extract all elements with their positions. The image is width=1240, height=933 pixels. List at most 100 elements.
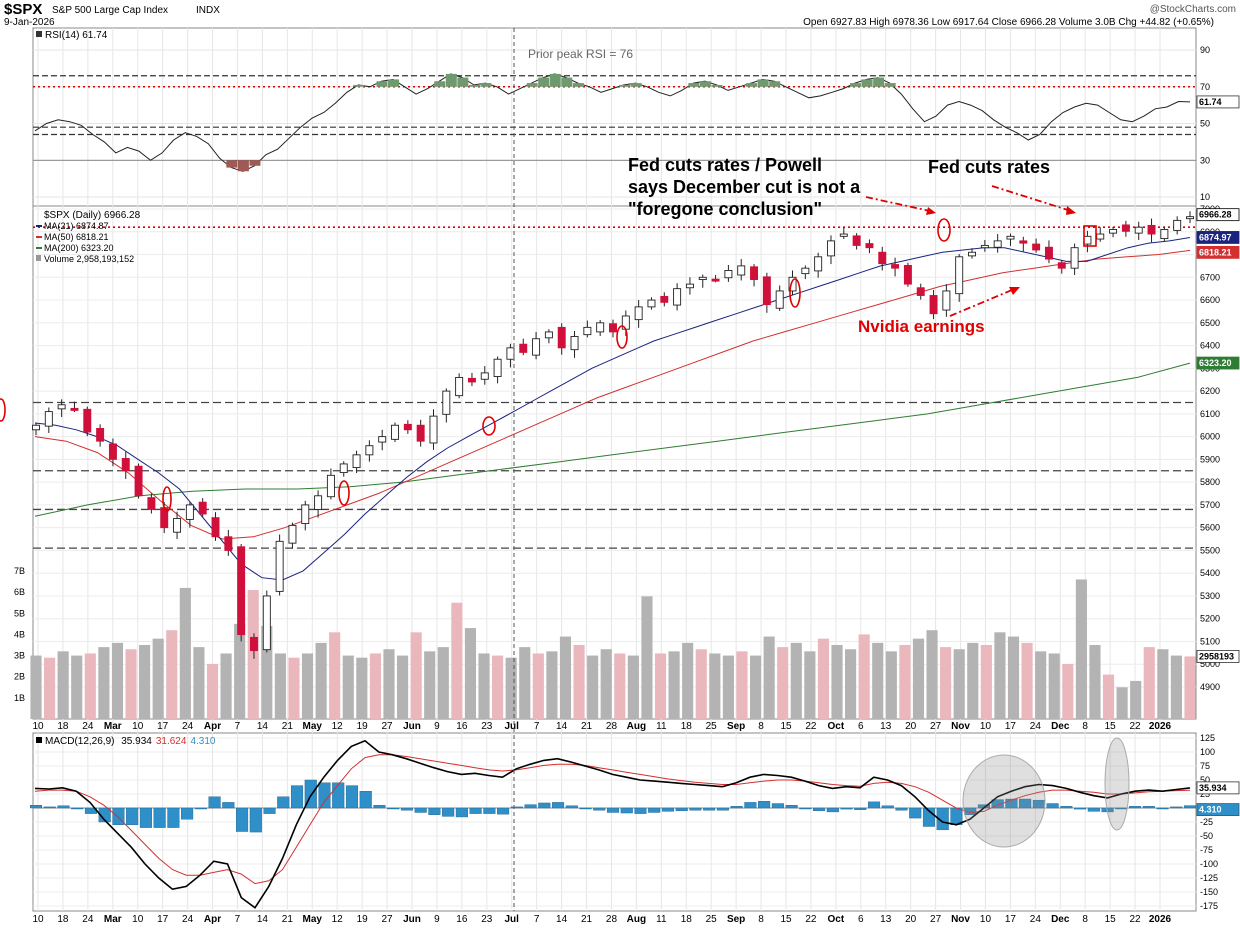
volume-bar xyxy=(641,596,653,719)
price-last-value-box xyxy=(1196,208,1240,222)
x-tick-label: 18 xyxy=(57,914,69,925)
rsi-overbought-fill xyxy=(526,83,538,87)
volume-bar xyxy=(193,647,205,719)
candle-body xyxy=(762,276,771,306)
rsi-legend-swatch xyxy=(36,31,42,37)
candle-body xyxy=(1006,235,1015,240)
volume-bar xyxy=(967,642,979,719)
price-y-tick-label: 5100 xyxy=(1200,636,1220,646)
macd-y-tick-label: -25 xyxy=(1200,817,1213,827)
price-y-tick-label: 5300 xyxy=(1200,591,1220,601)
volume-bar xyxy=(926,630,938,719)
x-tick-label: 11 xyxy=(656,721,667,732)
candle-body xyxy=(814,256,823,272)
index-name: S&P 500 Large Cap Index xyxy=(52,5,168,16)
candle-body xyxy=(32,424,40,431)
rsi-overbought-fill xyxy=(746,83,758,87)
ma50-last-value-box xyxy=(1196,245,1240,259)
volume-bar xyxy=(940,647,952,719)
x-tick-label: 16 xyxy=(456,721,468,732)
symbol-label: $SPX xyxy=(4,1,42,18)
price-y-tick-label: 5500 xyxy=(1200,545,1220,555)
macd-histogram-bar xyxy=(854,807,867,810)
candle-body xyxy=(609,323,617,333)
x-tick-label: 6 xyxy=(858,721,864,732)
volume-bar xyxy=(437,647,449,719)
rsi-overbought-fill xyxy=(630,83,642,87)
rsi-y-tick-label: 30 xyxy=(1200,155,1210,165)
macd-histogram-bar xyxy=(318,782,331,809)
macd-y-tick-label: -150 xyxy=(1200,887,1218,897)
rsi-overbought-fill xyxy=(619,84,631,87)
x-tick-label: 8 xyxy=(1082,721,1088,732)
macd-histogram-bar xyxy=(194,807,207,810)
candle-body xyxy=(1109,229,1118,234)
candle-body xyxy=(673,288,682,306)
x-tick-label: 10 xyxy=(132,721,144,732)
macd-histogram-bar xyxy=(208,796,221,809)
volume-bar xyxy=(831,645,843,719)
macd-y-tick-label: -175 xyxy=(1200,901,1218,911)
candle-body xyxy=(96,427,105,442)
volume-bar xyxy=(872,642,884,719)
volume-bar xyxy=(1021,642,1033,719)
macd-line xyxy=(34,739,1191,909)
volume-bar xyxy=(1035,651,1047,719)
x-tick-label: Nov xyxy=(951,914,970,925)
macd-histogram-bar xyxy=(43,806,56,809)
volume-bar xyxy=(30,655,42,719)
price-y-tick-label: 5800 xyxy=(1200,477,1220,487)
macd-legend-label: MACD(12,26,9) xyxy=(45,736,114,747)
candle-body xyxy=(1019,240,1028,244)
rsi-overbought-fill xyxy=(711,84,723,87)
ma21-last-value: 6874.97 xyxy=(1199,232,1232,242)
price-y-tick-label: 6700 xyxy=(1200,272,1220,282)
rsi-y-tick-label: 90 xyxy=(1200,45,1210,55)
volume-bar xyxy=(532,653,544,719)
candle-body xyxy=(891,264,900,269)
price-y-tick-label: 5900 xyxy=(1200,454,1220,464)
macd-histogram-bar xyxy=(785,805,798,809)
price-y-tick-label: 6400 xyxy=(1200,341,1220,351)
macd-histogram-bar xyxy=(112,807,125,825)
macd-histogram-bar xyxy=(922,807,936,827)
macd-histogram-bar xyxy=(71,807,84,810)
x-tick-label: 28 xyxy=(606,721,618,732)
macd-histogram-bar xyxy=(675,807,688,811)
volume-bar xyxy=(709,653,721,719)
candle-body xyxy=(839,233,848,237)
volume-bar xyxy=(695,649,707,719)
x-tick-label: 7 xyxy=(534,721,540,732)
volume-y-tick-label: 6B xyxy=(14,587,25,597)
macd-histogram-bar xyxy=(442,807,455,817)
macd-histogram-bar xyxy=(139,807,152,828)
price-y-tick-label: 5200 xyxy=(1200,614,1220,624)
volume-bar xyxy=(1075,579,1087,719)
x-tick-label: 25 xyxy=(706,914,718,925)
candle-body xyxy=(403,423,412,431)
rsi-overbought-fill xyxy=(538,77,550,87)
x-tick-label: Apr xyxy=(204,721,221,732)
candle-body xyxy=(83,408,92,433)
x-tick-label: 22 xyxy=(1130,721,1142,732)
volume-bar xyxy=(152,638,164,719)
candle-body xyxy=(391,424,399,440)
macd-histogram-bar xyxy=(524,804,537,809)
macd-histogram-bar xyxy=(1019,798,1032,809)
x-tick-label: 14 xyxy=(556,914,568,925)
x-tick-label: 9 xyxy=(434,914,440,925)
macd-histogram-bar xyxy=(661,807,674,812)
x-tick-label: 21 xyxy=(581,914,593,925)
ma21-last-value-box xyxy=(1196,231,1240,244)
macd-histogram-bar xyxy=(1005,798,1018,809)
volume-bar xyxy=(790,642,802,719)
x-tick-label: 13 xyxy=(880,914,892,925)
volume-bar xyxy=(71,655,83,719)
candle-body xyxy=(237,546,246,636)
candle-body xyxy=(108,443,117,460)
macd-highlight-circle xyxy=(962,754,1046,848)
candle-body xyxy=(1160,229,1169,240)
candle-body xyxy=(724,270,733,279)
x-tick-label: 10 xyxy=(980,721,992,732)
